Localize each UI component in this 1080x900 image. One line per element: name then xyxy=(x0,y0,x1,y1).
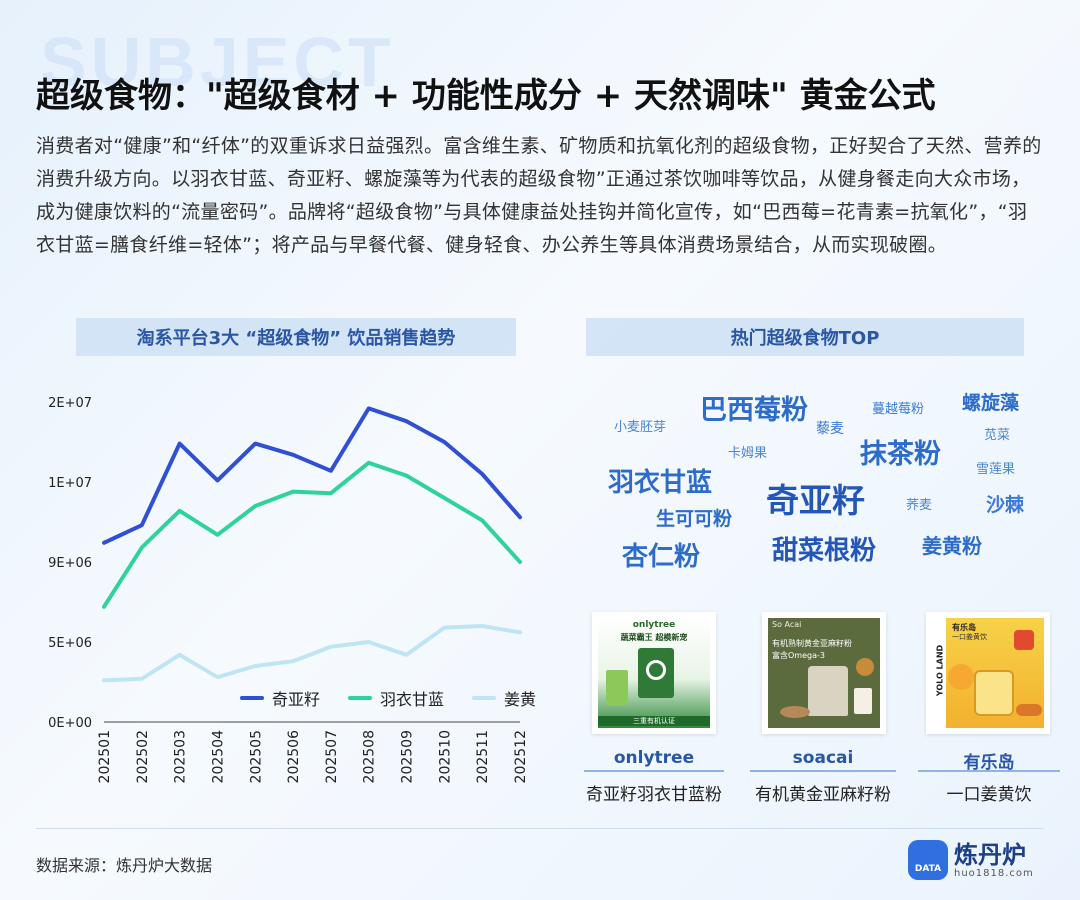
legend-item-1: 羽衣甘蓝 xyxy=(348,686,444,710)
brand-divider xyxy=(584,770,724,772)
word-cloud-term: 蔓越莓粉 xyxy=(872,402,925,417)
x-tick-label: 202503 xyxy=(173,730,189,783)
brand-logo: DATA 炼丹炉 huo1818.com xyxy=(908,840,1034,880)
sales-trend-line-chart: 0E+00 5E+06 9E+06 1E+07 2E+07 202501 202502 202… xyxy=(48,396,529,784)
word-cloud-term: 卡姆果 xyxy=(728,446,768,461)
product-brand-youledao: 有乐岛 xyxy=(963,753,1015,773)
word-cloud-term: 姜黄粉 xyxy=(922,534,982,558)
legend-swatch xyxy=(348,696,373,700)
brand-divider xyxy=(750,770,896,772)
word-cloud-term: 雪莲果 xyxy=(976,462,1016,477)
y-tick-label: 2E+07 xyxy=(48,396,92,411)
product-image-brand: So Acai xyxy=(772,620,802,629)
chart-legend: 奇亚籽 羽衣甘蓝 姜黄 xyxy=(240,686,536,710)
logo-url: huo1818.com xyxy=(954,867,1034,879)
data-source-note: 数据来源：炼丹炉大数据 xyxy=(36,856,213,875)
word-cloud-term: 小麦胚芽 xyxy=(614,420,667,435)
product-package xyxy=(808,666,848,716)
product-image-claim: 富含Omega-3 xyxy=(772,651,825,660)
product-name-youledao: 一口姜黄饮 xyxy=(946,785,1032,805)
y-tick-label: 5E+06 xyxy=(48,636,92,651)
x-tick-label: 202511 xyxy=(475,730,491,783)
product-brand-soacai: soacai xyxy=(792,748,854,768)
legend-swatch xyxy=(240,696,264,700)
x-tick-label: 202504 xyxy=(210,730,226,784)
legend-label: 羽衣甘蓝 xyxy=(380,690,445,709)
x-tick-label: 202510 xyxy=(437,730,453,783)
word-cloud-term: 巴西莓粉 xyxy=(700,395,808,426)
product-brand-onlytree: onlytree xyxy=(613,748,695,768)
word-cloud-term: 苋菜 xyxy=(984,428,1011,443)
word-cloud-term: 沙棘 xyxy=(986,494,1025,516)
legend-label: 姜黄 xyxy=(504,690,537,709)
product-image-brand: 有乐岛 xyxy=(952,623,976,632)
product-image-tagline: 蔬菜霸王 超模新宠 xyxy=(620,633,688,642)
product-package-cross-icon xyxy=(1014,630,1034,650)
product-image-tagline: 有机熟制黄金亚麻籽粉 xyxy=(772,639,852,648)
word-cloud-term: 杏仁粉 xyxy=(622,542,701,572)
product-image-tagline: 一口姜黄饮 xyxy=(952,633,987,641)
footer-divider xyxy=(36,828,1044,829)
logo-name: 炼丹炉 xyxy=(954,840,1026,869)
product-cup xyxy=(854,688,872,714)
x-tick-label: 202508 xyxy=(362,730,378,783)
product-orange xyxy=(948,664,974,690)
logo-badge-icon: DATA xyxy=(908,840,948,880)
product-image-side-banner xyxy=(932,618,946,728)
x-tick-label: 202502 xyxy=(135,730,151,783)
x-tick-label: 202506 xyxy=(286,730,302,784)
legend-swatch xyxy=(472,696,497,700)
product-turmeric xyxy=(1016,704,1042,716)
series-line-2 xyxy=(102,624,522,683)
word-cloud-term: 奇亚籽 xyxy=(766,481,865,520)
y-tick-label: 1E+07 xyxy=(48,476,92,491)
background-watermark-text: SUBJECT xyxy=(40,23,395,101)
page-description: 消费者对“健康”和“纤体”的双重诉求日益强烈。富含维生素、矿物质和抗氧化剂的超级… xyxy=(36,135,1042,256)
product-image-soacai: So Acai 有机熟制黄金亚麻籽粉 富含Omega-3 xyxy=(762,612,886,734)
legend-item-2: 姜黄 xyxy=(472,686,536,710)
series-line-0 xyxy=(102,406,522,545)
x-tick-label: 202501 xyxy=(97,730,113,783)
word-cloud-term: 藜麦 xyxy=(816,421,844,437)
page-title: 超级食物："超级食材 + 功能性成分 + 天然调味" 黄金公式 xyxy=(36,76,936,116)
top-superfood-panel-title: 热门超级食物TOP xyxy=(586,318,1024,356)
brand-divider xyxy=(918,770,1060,772)
word-cloud-term: 抹茶粉 xyxy=(860,439,941,470)
product-image-youledao: YOLO LAND 有乐岛 一口姜黄饮 xyxy=(926,612,1050,734)
word-cloud-term: 甜菜根粉 xyxy=(772,536,877,566)
x-tick-label: 202509 xyxy=(400,730,416,783)
product-drink-glass xyxy=(606,670,628,706)
word-cloud-term: 生可可粉 xyxy=(656,508,733,530)
product-name-onlytree: 奇亚籽羽衣甘蓝粉 xyxy=(586,785,722,805)
x-tick-label: 202507 xyxy=(324,730,340,783)
x-tick-label: 202512 xyxy=(513,730,529,783)
series-line-1 xyxy=(102,460,522,609)
y-tick-label: 0E+00 xyxy=(48,716,92,731)
product-seal-icon xyxy=(856,658,874,676)
product-package-logo-icon xyxy=(646,660,666,680)
word-cloud-term: 荞麦 xyxy=(906,498,933,513)
word-cloud-term: 羽衣甘蓝 xyxy=(608,468,713,498)
x-tick-label: 202505 xyxy=(248,730,264,783)
product-image-badge: 三重有机认证 xyxy=(598,716,710,726)
word-cloud-term: 螺旋藻 xyxy=(962,392,1020,414)
product-image-onlytree: onlytree 蔬菜霸王 超模新宠 三重有机认证 xyxy=(592,612,716,734)
legend-item-0: 奇亚籽 xyxy=(240,686,320,710)
y-tick-label: 9E+06 xyxy=(48,556,92,571)
product-image-side-brand: YOLO LAND xyxy=(935,644,945,697)
sales-trend-panel-title: 淘系平台3大 “超级食物” 饮品销售趋势 xyxy=(76,318,516,356)
product-image-brand: onlytree xyxy=(632,620,676,630)
product-jar xyxy=(974,670,1014,716)
product-name-soacai: 有机黄金亚麻籽粉 xyxy=(755,785,891,805)
legend-label: 奇亚籽 xyxy=(272,690,321,709)
product-powder xyxy=(780,706,810,718)
